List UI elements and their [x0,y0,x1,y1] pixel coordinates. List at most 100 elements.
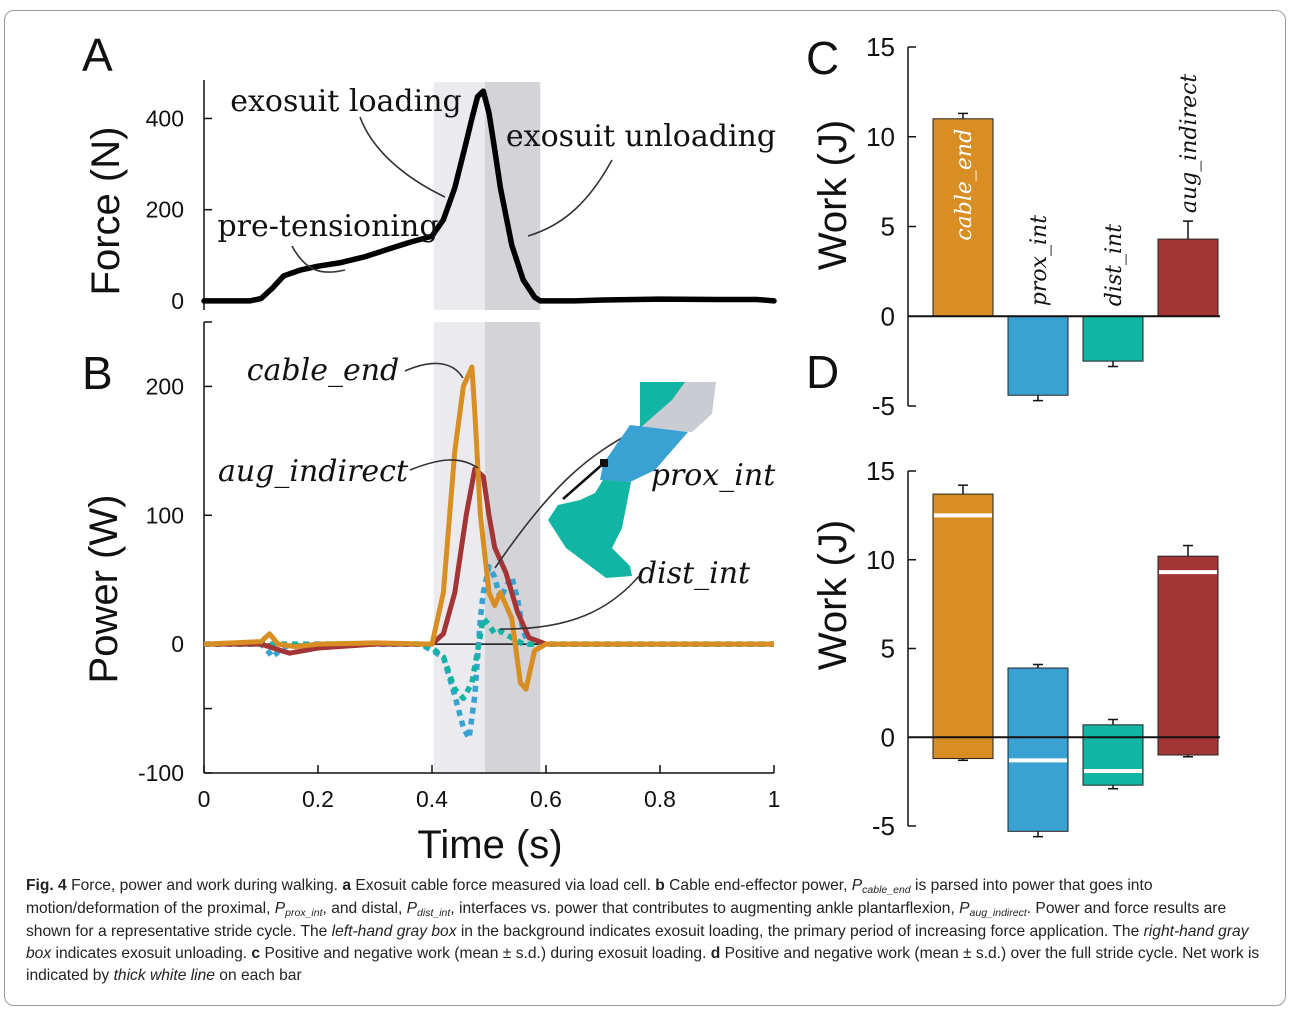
caption-b-text5: . Power and force results are shown for … [26,900,1227,940]
power-y-tick-label: 0 [171,631,184,657]
dist-cuff [548,480,632,578]
figure-frame [4,10,1286,1006]
caption-sub-aug-indirect: aug_indirect [969,907,1027,919]
force-y-tick-label: 200 [146,197,184,223]
dist-int-line [204,615,774,702]
time-x-tick-label: 1 [768,786,781,812]
bar-prox-int [1007,667,1069,832]
caption-b-text2: is parsed into power that goes into moti… [26,877,1153,917]
figure-caption: Fig. 4 Force, power and work during walk… [26,875,1266,987]
caption-left-box: left-hand gray box [331,923,457,940]
caption-a-label: a [342,877,352,894]
bar-dist-int [1082,724,1144,786]
bar-aug-indirect [1157,238,1219,317]
arrow-loading [359,116,446,198]
work-d-bars [932,484,1219,838]
work-y-tick-label: 0 [881,301,895,331]
time-x-tick-label: 0.6 [530,786,562,812]
force-line [201,88,777,304]
work-d-y-label: Work (J) [811,520,855,670]
caption-b-text1: Cable end-effector power, [664,877,852,894]
power-y-tick-label: -100 [138,760,184,786]
annotation-prox-int: prox_int [651,458,776,493]
caption-b-text4: , interfaces vs. power that contributes … [450,900,960,917]
prox-cuff [600,425,688,482]
cable-end-line [203,364,774,692]
force-y-tick-label: 0 [171,288,184,314]
caption-b-text6: in the background indicates exosuit load… [456,923,1144,940]
caption-b-text7: indicates exosuit unloading. [51,945,252,962]
panel-a: 400 200 0 A Force (N) exosuit loading exos… [82,29,777,314]
caption-sub-cable-end: cable_end [862,884,911,896]
bar-dist-int [1082,315,1144,362]
force-y-tick-label: 400 [146,105,184,131]
caption-p: P [406,900,418,917]
caption-right-box: right-hand gray box [26,923,1249,962]
panel-letter-b: B [82,347,113,399]
bar-aug-indirect [1157,555,1219,756]
bar-label-prox-int: prox_int [1027,215,1052,306]
panel-letter-c: C [806,32,839,84]
panel-letter-a: A [82,29,113,81]
caption-d-end: on each bar [214,967,302,984]
caption-a-text: Exosuit cable force measured via load ce… [351,877,656,894]
annotation-exosuit-loading: exosuit loading [230,84,462,119]
work-y-tick-label: -5 [872,391,895,421]
power-y-tick-label: 200 [146,373,184,399]
bar-cable-end [932,118,994,317]
panel-c: C Work (J) 15 10 5 0 -5 cable_end prox_int dis… [806,32,1220,421]
work-y-tick-label: 5 [881,212,895,242]
bar-prox-int [1007,315,1069,396]
time-x-tick-label: 0.2 [302,786,334,812]
arrow-pretension [291,245,346,273]
time-x-tick-label: 0 [198,786,211,812]
work-y-tick-label: 15 [866,456,895,486]
bar-label-dist-int: dist_int [1102,224,1127,306]
work-y-tick-label: 10 [866,122,895,152]
arrow-prox-int [494,429,637,569]
caption-p: P [959,900,970,917]
power-y-tick-label: 100 [146,502,184,528]
caption-p: P [851,877,863,894]
unloading-box [485,82,541,310]
annotation-cable-end: cable_end [247,353,400,388]
work-c-bars: cable_end prox_int dist_int aug_indirect [932,74,1219,402]
bar-label-aug-indirect: aug_indirect [1177,74,1202,214]
time-x-tick-label: 0.4 [416,786,448,812]
work-c-y-label: Work (J) [811,120,855,270]
leg-illustration [548,382,716,578]
thigh-band [640,382,685,428]
time-x-ticks: 0 0.2 0.4 0.6 0.8 1 [198,765,781,812]
caption-thick-line: thick white line [113,967,215,984]
arrow-unloading [527,159,613,237]
annotation-dist-int: dist_int [638,556,751,591]
bar-label-cable-end: cable_end [952,129,977,241]
caption-intro: Force, power and work during walking. [66,877,343,894]
caption-sub-dist-int: dist_int [417,907,451,919]
arrow-aug-indirect [409,459,479,471]
arrow-cable-end [404,362,464,379]
force-y-label: Force (N) [84,127,128,296]
power-y-ticks: 200 100 0 -100 [138,321,212,786]
panel-letter-d: D [806,346,839,398]
panel-d: D Work (J) 15 10 5 0 -5 [806,346,1220,841]
power-y-label: Power (W) [82,495,126,684]
caption-b-label: b [655,877,665,894]
caption-sub-prox-int: prox_int [285,907,323,919]
caption-c-label: c [251,945,261,962]
cable-line [562,462,605,500]
annotation-aug-indirect: aug_indirect [218,454,409,489]
panel-b: 200 100 0 -100 0 0.2 0.4 0.6 0.8 1 B Power (W) T… [82,321,781,867]
bar-cable-end [932,493,994,760]
work-y-tick-label: 0 [881,722,895,752]
time-x-label: Time (s) [417,823,562,867]
time-x-tick-label: 0.8 [644,786,676,812]
annotation-exosuit-unloading: exosuit unloading [506,119,776,154]
caption-d-label: d [710,945,721,962]
force-y-ticks: 400 200 0 [146,105,212,314]
arrow-dist-int [499,574,641,630]
work-y-tick-label: 5 [881,634,895,664]
work-y-tick-label: 15 [866,32,895,62]
caption-b-text3: , and distal, [322,900,407,917]
